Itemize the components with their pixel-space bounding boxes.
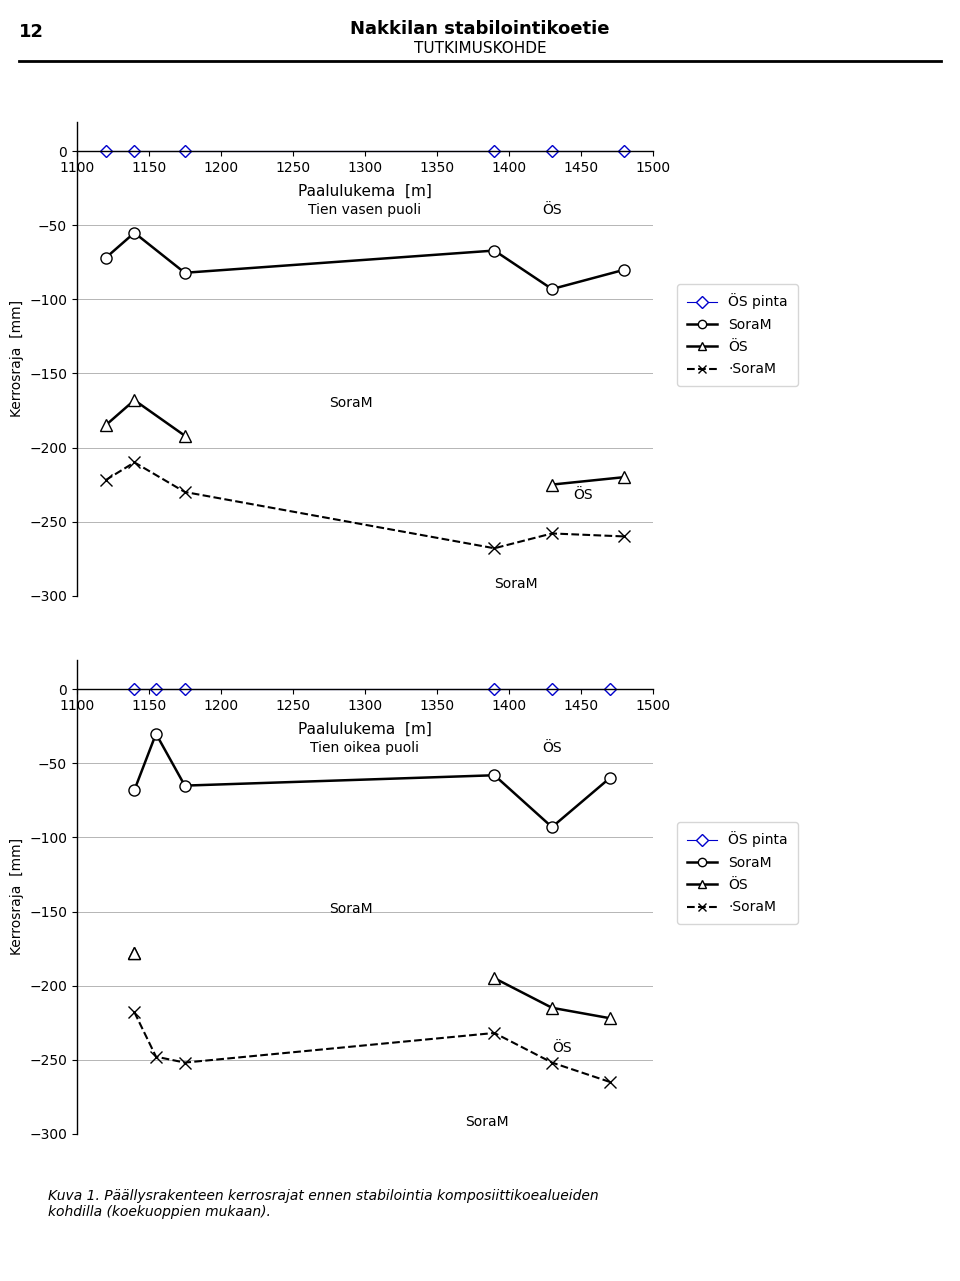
SoraM bbox=[546, 820, 558, 835]
Line: ·SoraM: ·SoraM bbox=[99, 456, 631, 555]
·SoraM bbox=[150, 1049, 161, 1065]
·SoraM bbox=[618, 529, 630, 544]
SoraM bbox=[129, 225, 140, 241]
ÖS pinta bbox=[129, 143, 140, 159]
SoraM bbox=[489, 767, 500, 783]
SoraM bbox=[489, 243, 500, 259]
Legend: ÖS pinta, SoraM, ÖS, ·SoraM: ÖS pinta, SoraM, ÖS, ·SoraM bbox=[677, 822, 798, 924]
SoraM bbox=[618, 263, 630, 278]
Text: SoraM: SoraM bbox=[494, 576, 538, 591]
·SoraM bbox=[546, 525, 558, 541]
ÖS pinta bbox=[604, 681, 615, 697]
SoraM bbox=[150, 726, 161, 742]
X-axis label: Paalulukema  [m]: Paalulukema [m] bbox=[298, 721, 432, 737]
Text: TUTKIMUSKOHDE: TUTKIMUSKOHDE bbox=[414, 41, 546, 56]
·SoraM bbox=[604, 1075, 615, 1090]
ÖS bbox=[100, 418, 111, 433]
Legend: ÖS pinta, SoraM, ÖS, ·SoraM: ÖS pinta, SoraM, ÖS, ·SoraM bbox=[677, 284, 798, 386]
ÖS pinta bbox=[546, 681, 558, 697]
Line: ÖS pinta: ÖS pinta bbox=[131, 685, 613, 693]
ÖS pinta bbox=[546, 143, 558, 159]
SoraM bbox=[100, 250, 111, 265]
·SoraM bbox=[179, 484, 190, 500]
Text: ÖS: ÖS bbox=[552, 1040, 571, 1054]
·SoraM bbox=[129, 455, 140, 470]
Line: ÖS pinta: ÖS pinta bbox=[102, 147, 628, 155]
X-axis label: Paalulukema  [m]: Paalulukema [m] bbox=[298, 183, 432, 199]
ÖS pinta bbox=[179, 143, 190, 159]
SoraM bbox=[129, 783, 140, 798]
SoraM bbox=[179, 778, 190, 793]
Text: ÖS: ÖS bbox=[542, 204, 562, 218]
Line: SoraM: SoraM bbox=[129, 728, 615, 833]
ÖS pinta bbox=[129, 681, 140, 697]
Text: ÖS: ÖS bbox=[542, 742, 562, 756]
Y-axis label: Kerrosraja  [mm]: Kerrosraja [mm] bbox=[10, 838, 24, 956]
·SoraM bbox=[546, 1056, 558, 1071]
Text: Tien oikea puoli: Tien oikea puoli bbox=[310, 742, 420, 756]
·SoraM bbox=[489, 541, 500, 556]
·SoraM bbox=[129, 1004, 140, 1020]
Text: ÖS: ÖS bbox=[573, 488, 593, 502]
Text: SoraM: SoraM bbox=[328, 396, 372, 410]
ÖS pinta bbox=[179, 681, 190, 697]
SoraM bbox=[604, 770, 615, 785]
ÖS pinta bbox=[489, 143, 500, 159]
ÖS bbox=[129, 392, 140, 407]
·SoraM bbox=[179, 1056, 190, 1071]
Text: SoraM: SoraM bbox=[328, 902, 372, 916]
ÖS bbox=[179, 428, 190, 443]
ÖS pinta bbox=[618, 143, 630, 159]
·SoraM bbox=[100, 473, 111, 488]
Line: ÖS: ÖS bbox=[100, 395, 190, 441]
ÖS pinta bbox=[489, 681, 500, 697]
Line: ·SoraM: ·SoraM bbox=[128, 1006, 616, 1088]
Text: SoraM: SoraM bbox=[466, 1114, 509, 1129]
Text: Tien vasen puoli: Tien vasen puoli bbox=[308, 204, 421, 218]
Y-axis label: Kerrosraja  [mm]: Kerrosraja [mm] bbox=[10, 300, 24, 418]
Text: Kuva 1. Päällysrakenteen kerrosrajat ennen stabilointia komposiittikoealueiden
k: Kuva 1. Päällysrakenteen kerrosrajat enn… bbox=[48, 1189, 599, 1220]
Line: SoraM: SoraM bbox=[100, 227, 630, 295]
ÖS pinta bbox=[100, 143, 111, 159]
·SoraM bbox=[489, 1025, 500, 1040]
Text: 12: 12 bbox=[19, 23, 44, 41]
Text: Nakkilan stabilointikoetie: Nakkilan stabilointikoetie bbox=[350, 20, 610, 38]
SoraM bbox=[179, 265, 190, 281]
SoraM bbox=[546, 282, 558, 297]
ÖS pinta bbox=[150, 681, 161, 697]
